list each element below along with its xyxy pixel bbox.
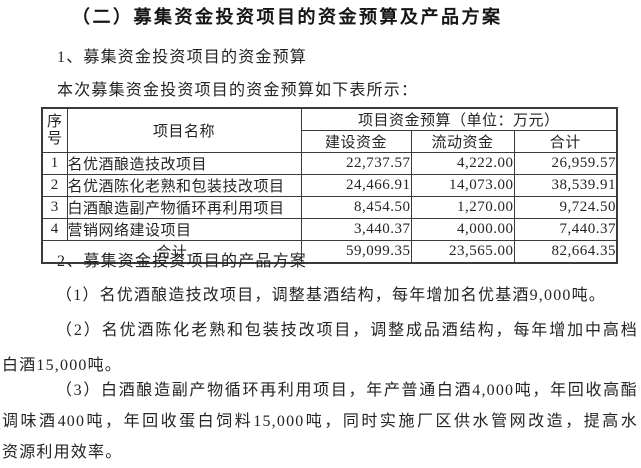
total-label: 合计: [41, 240, 302, 264]
cell-working: 4,222.00: [410, 152, 515, 175]
cell-construction: 8,454.50: [300, 196, 412, 219]
header-total: 合计: [513, 130, 618, 153]
cell-construction: 22,737.57: [300, 152, 412, 175]
cell-total: 26,959.57: [513, 152, 618, 175]
cell-project-name: 白酒酿造副产物循环再利用项目: [66, 196, 302, 219]
paragraph-line: 资源利用效率。: [2, 444, 123, 461]
total-working: 23,565.00: [410, 240, 515, 264]
section-heading: （二）募集资金投资项目的资金预算及产品方案: [72, 7, 503, 27]
cell-seq: 1: [41, 152, 68, 175]
cell-project-name: 名优酒酿造技改项目: [66, 152, 302, 175]
table-row: 2 名优酒陈化老熟和包装技改项目 24,466.91 14,073.00 38,…: [41, 174, 618, 197]
table-total-row: 合计 59,099.35 23,565.00 82,664.35: [41, 240, 618, 264]
fund-budget-table: 序号 项目名称 项目资金预算（单位：万元） 建设资金 流动资金 合计 1 名优酒…: [41, 107, 618, 264]
cell-project-name: 名优酒陈化老熟和包装技改项目: [66, 174, 302, 197]
cell-total: 7,440.37: [513, 218, 618, 241]
total-construction: 59,099.35: [300, 240, 412, 264]
table-header-row-1: 序号 项目名称 项目资金预算（单位：万元）: [41, 107, 618, 153]
subsection-1-title: 1、募集资金投资项目的资金预算: [57, 49, 308, 66]
header-project-name: 项目名称: [66, 107, 302, 153]
table-row: 4 营销网络建设项目 3,440.37 4,000.00 7,440.37: [41, 218, 618, 241]
cell-total: 38,539.91: [513, 174, 618, 197]
cell-working: 14,073.00: [410, 174, 515, 197]
cell-seq: 4: [41, 218, 68, 241]
paragraph-line: （3）白酒酿造副产物循环再利用项目，年产普通白酒4,000吨，年回收高酯: [56, 382, 638, 399]
header-construction-fund: 建设资金: [300, 130, 412, 153]
cell-total: 9,724.50: [513, 196, 618, 219]
cell-seq: 3: [41, 196, 68, 219]
table-intro-text: 本次募集资金投资项目的资金预算如下表所示：: [57, 82, 419, 99]
cell-working: 4,000.00: [410, 218, 515, 241]
cell-working: 1,270.00: [410, 196, 515, 219]
cell-construction: 3,440.37: [300, 218, 412, 241]
paragraph-line: 白酒15,000吨。: [2, 357, 123, 374]
paragraph-product-plan-3: （3）白酒酿造副产物循环再利用项目，年产普通白酒4,000吨，年回收高酯 调味酒…: [2, 381, 638, 468]
paragraph-product-plan-2: （2）名优酒陈化老熟和包装技改项目，调整成品酒结构，每年增加中高档 白酒15,0…: [2, 321, 638, 391]
paragraph-line: （2）名优酒陈化老熟和包装技改项目，调整成品酒结构，每年增加中高档: [56, 322, 638, 339]
cell-project-name: 营销网络建设项目: [66, 218, 302, 241]
cell-seq: 2: [41, 174, 68, 197]
header-budget-group: 项目资金预算（单位：万元）: [300, 107, 618, 131]
paragraph-line: 调味酒400吨，年回收蛋白饲料15,000吨，同时实施厂区供水管网改造，提高水: [2, 413, 638, 430]
header-working-fund: 流动资金: [410, 130, 515, 153]
header-seq: 序号: [41, 107, 68, 153]
total-grand: 82,664.35: [513, 240, 618, 264]
subsection-2-title: 2、募集资金投资项目的产品方案: [57, 253, 308, 270]
table-row: 1 名优酒酿造技改项目 22,737.57 4,222.00 26,959.57: [41, 152, 618, 175]
cell-construction: 24,466.91: [300, 174, 412, 197]
paragraph-product-plan-1: （1）名优酒酿造技改项目，调整基酒结构，每年增加名优基酒9,000吨。: [2, 286, 638, 317]
table-row: 3 白酒酿造副产物循环再利用项目 8,454.50 1,270.00 9,724…: [41, 196, 618, 219]
paragraph-line: （1）名优酒酿造技改项目，调整基酒结构，每年增加名优基酒9,000吨。: [56, 287, 607, 304]
